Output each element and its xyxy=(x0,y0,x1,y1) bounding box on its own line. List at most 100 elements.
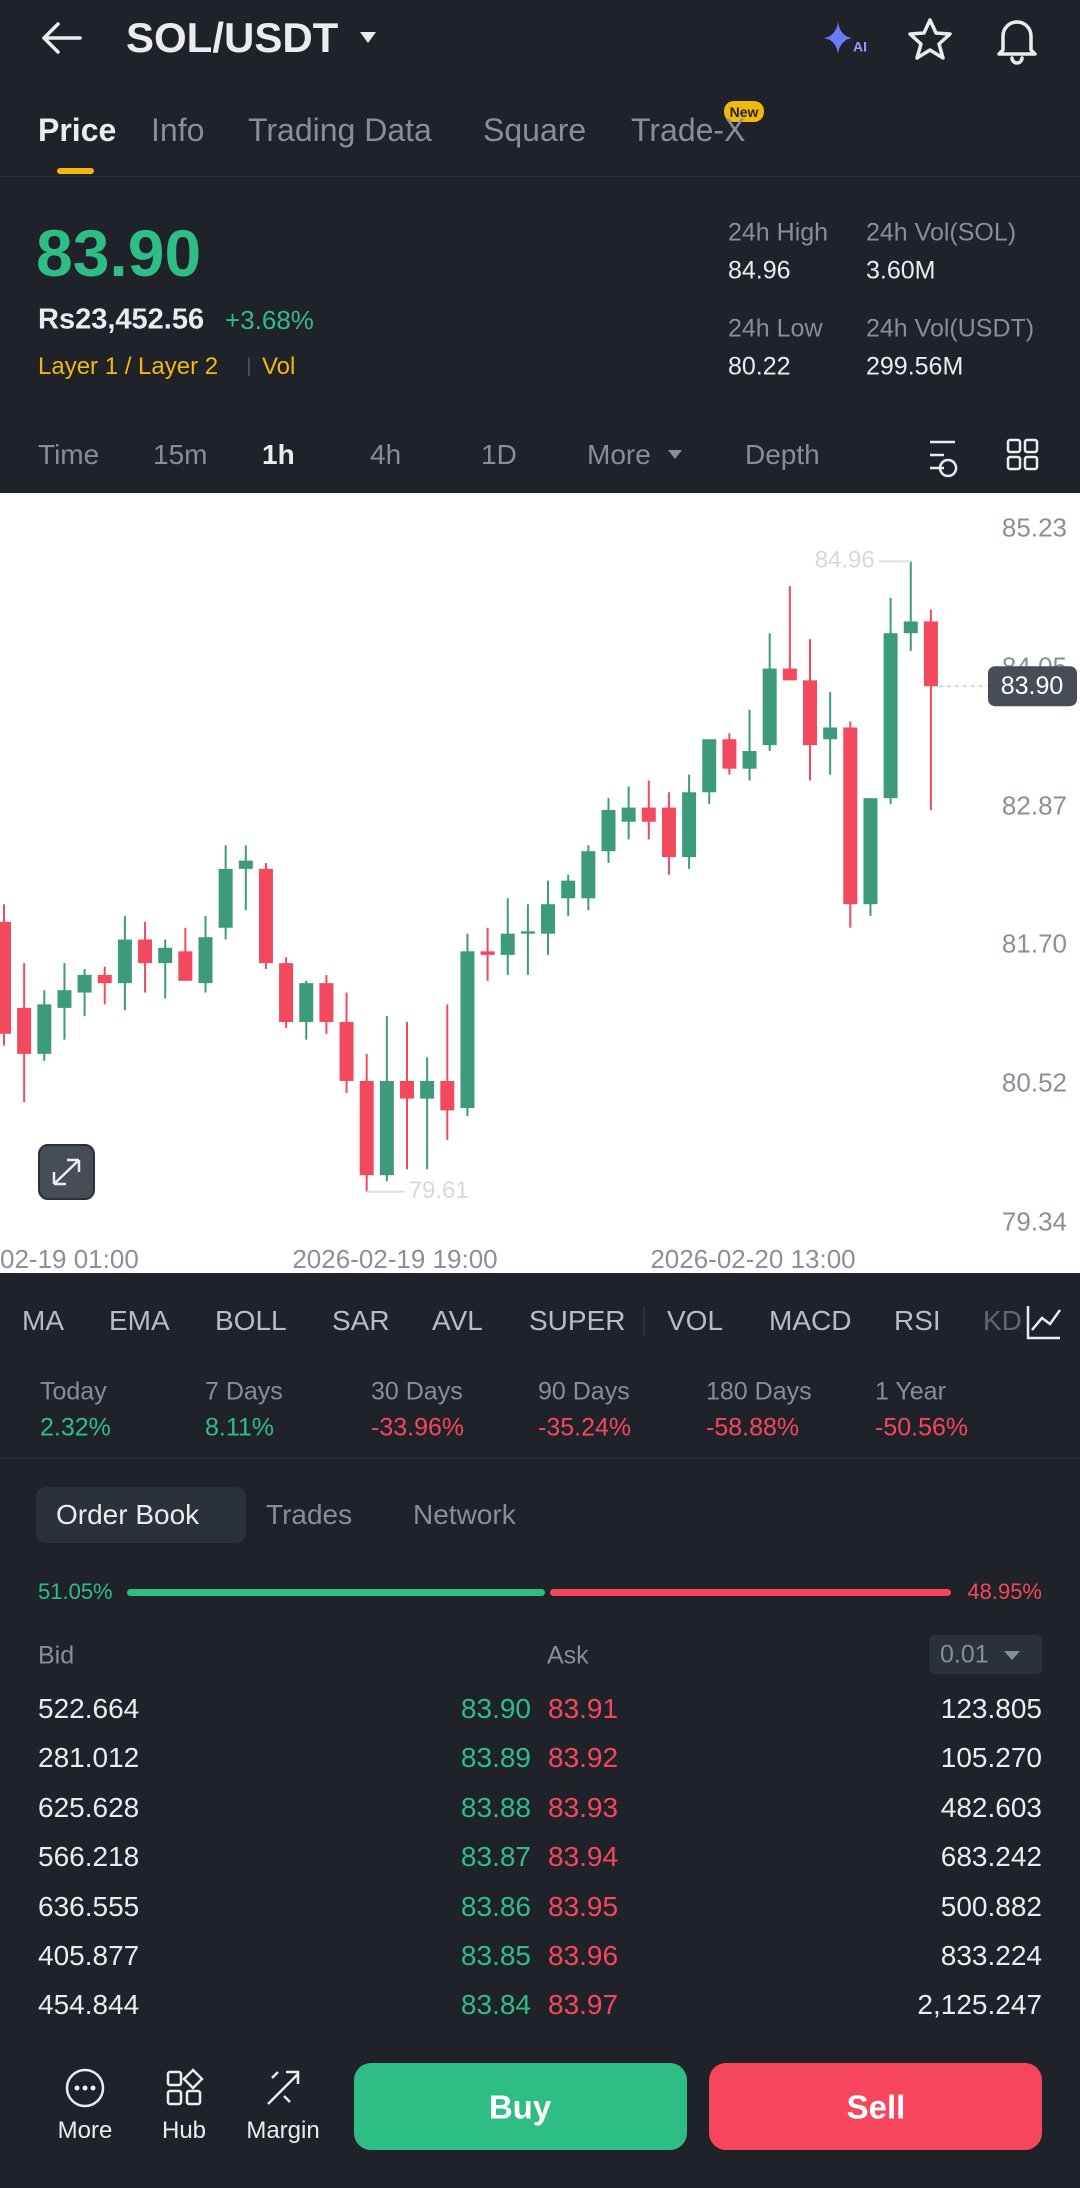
tab[interactable]: Square xyxy=(483,112,587,148)
candle-body xyxy=(0,921,11,1034)
ask-price: 83.96 xyxy=(548,1940,619,1971)
nav-label[interactable]: Hub xyxy=(161,2117,207,2144)
margin-icon[interactable] xyxy=(267,2070,300,2105)
tag[interactable]: Vol xyxy=(262,353,296,380)
y-tick-label: 80.52 xyxy=(1002,1067,1067,1097)
interval[interactable]: 1h xyxy=(262,439,295,470)
precision-box[interactable] xyxy=(929,1635,1042,1674)
bid-quantity: 625.628 xyxy=(38,1791,140,1823)
candle-body xyxy=(178,951,193,981)
indicator[interactable]: MACD xyxy=(769,1305,852,1336)
divider xyxy=(0,1458,1080,1459)
bid-bar xyxy=(127,1589,545,1596)
candle-body xyxy=(843,727,858,905)
candle-body xyxy=(742,751,757,769)
period-change: -35.24% xyxy=(538,1413,632,1442)
bid-price: 83.90 xyxy=(460,1693,531,1724)
interval[interactable]: 15m xyxy=(153,439,208,470)
interval[interactable]: 1D xyxy=(481,439,517,470)
tag-separator xyxy=(248,358,250,376)
period-label: 7 Days xyxy=(205,1377,283,1406)
indicator[interactable]: RSI xyxy=(894,1305,941,1336)
tab[interactable]: Price xyxy=(38,112,117,148)
indicator[interactable]: EMA xyxy=(109,1305,170,1336)
candle-body xyxy=(319,983,334,1023)
bell-icon[interactable] xyxy=(997,20,1037,65)
x-tick-label: 2026-02-20 13:00 xyxy=(650,1244,855,1273)
indicator[interactable]: SAR xyxy=(332,1305,390,1336)
candle-body xyxy=(823,727,838,740)
period-label: 90 Days xyxy=(538,1377,630,1406)
stat-value: 3.60M xyxy=(866,256,936,285)
precision[interactable]: 0.01 xyxy=(940,1640,989,1669)
interval[interactable]: Depth xyxy=(745,439,820,470)
chart-settings-icon[interactable] xyxy=(930,440,958,478)
nav-label[interactable]: Margin xyxy=(246,2117,320,2144)
star-icon[interactable] xyxy=(908,18,952,60)
indicator[interactable]: AVL xyxy=(432,1305,483,1336)
dropdown-caret[interactable] xyxy=(668,450,682,459)
candle-body xyxy=(17,1007,32,1054)
more-icon[interactable] xyxy=(65,2068,105,2108)
divider xyxy=(0,176,1080,177)
ask-price: 83.94 xyxy=(548,1841,619,1873)
candle-body xyxy=(641,807,656,822)
tab[interactable]: Trading Data xyxy=(248,112,432,148)
back-arrow[interactable] xyxy=(42,22,82,54)
candle-body xyxy=(299,983,314,1023)
candle-body xyxy=(138,939,153,964)
candle-body xyxy=(762,668,777,746)
hub-icon[interactable] xyxy=(166,2070,183,2087)
grid-icon[interactable] xyxy=(1006,438,1022,454)
candle-body xyxy=(883,633,898,799)
y-tick-label: 82.87 xyxy=(1002,790,1067,820)
stat-label: 24h High xyxy=(728,218,829,247)
interval[interactable]: More xyxy=(587,439,651,470)
interval[interactable]: 4h xyxy=(370,439,402,470)
book-tab[interactable]: Trades xyxy=(266,1499,353,1530)
bid-price: 83.87 xyxy=(460,1841,531,1873)
ask-price: 83.92 xyxy=(548,1742,619,1774)
period-change: -50.56% xyxy=(875,1413,969,1442)
candle-body xyxy=(722,739,737,769)
buy-button-bg[interactable] xyxy=(354,2063,687,2150)
indicator[interactable]: SUPER xyxy=(529,1305,626,1336)
candle-body xyxy=(480,951,495,955)
bid-price: 83.86 xyxy=(460,1890,531,1922)
period-change: 8.11% xyxy=(205,1413,275,1442)
candle-body xyxy=(238,860,253,869)
ask-price: 83.97 xyxy=(548,1989,619,2021)
buy-button[interactable]: Buy xyxy=(488,2088,552,2126)
last-price-tag xyxy=(988,666,1077,707)
tag[interactable]: Layer 1 / Layer 2 xyxy=(38,353,219,380)
indicator[interactable]: KD xyxy=(983,1305,1022,1336)
indicator[interactable]: VOL xyxy=(667,1305,724,1336)
tab[interactable]: Info xyxy=(151,112,205,148)
bid-header: Bid xyxy=(38,1641,75,1670)
indicator[interactable]: MA xyxy=(22,1305,64,1336)
indicator[interactable]: BOLL xyxy=(215,1305,287,1336)
candle-body xyxy=(520,931,535,934)
candle-body xyxy=(561,880,576,899)
book-tab[interactable]: Network xyxy=(413,1499,516,1530)
sell-button[interactable]: Sell xyxy=(846,2088,906,2126)
ask-price: 83.95 xyxy=(548,1890,619,1922)
caret[interactable] xyxy=(360,32,376,43)
candle-body xyxy=(258,868,273,964)
indicator-settings-icon[interactable] xyxy=(1026,1306,1062,1340)
ask-quantity: 482.603 xyxy=(940,1791,1042,1823)
tab[interactable]: Trade-X xyxy=(631,112,746,148)
period-label: 1 Year xyxy=(875,1377,946,1406)
price-change: +3.68% xyxy=(225,305,314,335)
ai-icon[interactable] xyxy=(824,22,852,54)
candle-body xyxy=(117,939,132,984)
pair-title[interactable]: SOL/USDT xyxy=(126,14,339,61)
bid-quantity: 405.877 xyxy=(38,1940,140,1971)
candle-body xyxy=(803,680,817,746)
book-tab[interactable]: Order Book xyxy=(56,1499,200,1530)
nav-label[interactable]: More xyxy=(57,2117,113,2144)
interval[interactable]: Time xyxy=(38,439,100,470)
sell-button-bg[interactable] xyxy=(709,2063,1042,2150)
candle-body xyxy=(682,792,697,858)
